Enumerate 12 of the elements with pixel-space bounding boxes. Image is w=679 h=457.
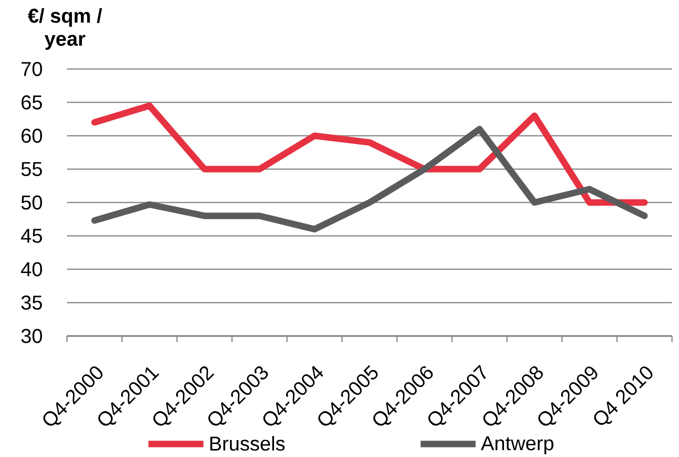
y-tick-label: 60	[22, 128, 42, 143]
y-tick-label: 40	[21, 262, 42, 276]
y-axis-title: €/ sqm / year	[28, 8, 102, 50]
y-tick-label: 50	[21, 195, 42, 210]
y-tick-label: 45	[21, 228, 42, 243]
y-tick-label: 65	[22, 95, 42, 110]
legend-label: Brussels	[210, 436, 285, 451]
legend-label: Antwerp	[480, 436, 554, 454]
y-tick-label: 70	[22, 62, 42, 76]
y-tick-label: 35	[21, 296, 42, 310]
y-tick-label: 30	[21, 328, 42, 344]
y-tick-label: 55	[21, 162, 42, 176]
